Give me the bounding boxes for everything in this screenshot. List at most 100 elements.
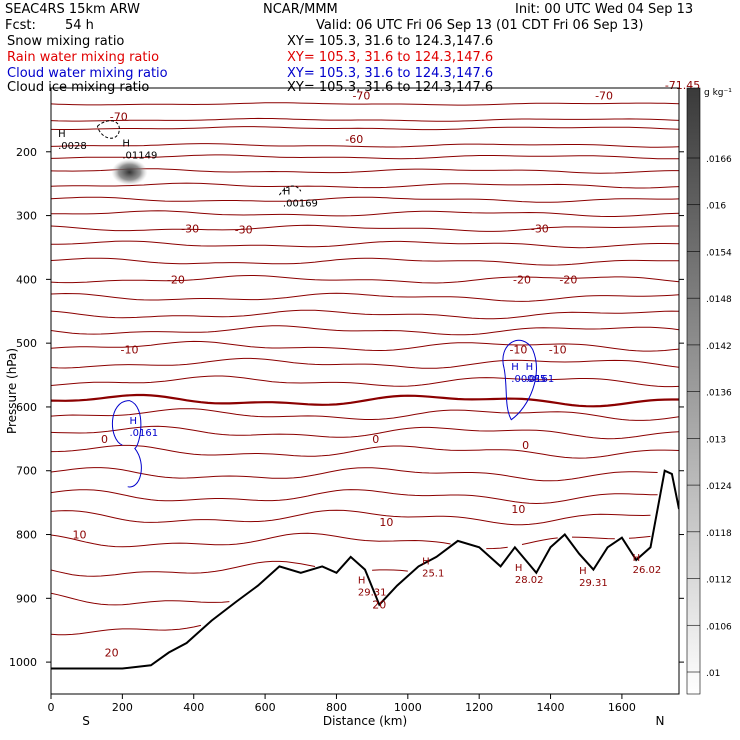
x-tick-label: 200 xyxy=(112,701,133,714)
y-tick-label: 800 xyxy=(16,529,37,542)
y-tick-label: 300 xyxy=(16,210,37,223)
model-title: SEAC4RS 15km ARW xyxy=(5,2,141,17)
north-label: N xyxy=(656,714,665,728)
high-marker: H xyxy=(422,556,430,567)
y-tick-label: 700 xyxy=(16,465,37,478)
isotherm-line xyxy=(51,210,679,217)
colorbar-label: .0136 xyxy=(706,389,732,399)
isotherm-minus-10 xyxy=(51,340,679,352)
forecast-label: Fcst: xyxy=(5,18,36,33)
colorbar-label: .0154 xyxy=(706,248,732,258)
colorbar: g kg⁻¹ .0166 .016 .0154 .0148 .0142 .0136 .013.… xyxy=(686,87,732,695)
field-cloudwater-name: Cloud water mixing ratio xyxy=(7,66,168,81)
contour-label: 0 xyxy=(372,433,379,446)
cloud-water-contour-south xyxy=(111,400,142,488)
contour-label: -60 xyxy=(345,133,363,146)
colorbar-label: .0148 xyxy=(706,295,732,305)
contour-label: -20 xyxy=(167,273,185,286)
south-label: S xyxy=(82,714,90,728)
contour-label: 10 xyxy=(379,516,393,529)
isotherm-0 xyxy=(51,393,679,408)
isotherm-minus-30 xyxy=(51,224,679,232)
colorbar-unit: g kg⁻¹ xyxy=(704,88,732,98)
high-value-label: .0161 xyxy=(130,428,159,439)
isotherm-line xyxy=(51,408,679,421)
high-value-label: .01149 xyxy=(122,151,157,162)
isotherm-line xyxy=(51,292,679,302)
colorbar-label: .0142 xyxy=(706,342,732,352)
high-value-label: .00085 xyxy=(511,374,546,385)
y-tick-label: 1000 xyxy=(9,656,37,669)
isotherm-minus-50 xyxy=(51,168,679,174)
isotherm-line xyxy=(51,309,679,320)
x-tick-label: 600 xyxy=(255,701,276,714)
isotherm-line xyxy=(51,154,679,160)
isotherm-line xyxy=(51,468,679,481)
high-value-label: 28.02 xyxy=(515,575,544,586)
contour-label: -10 xyxy=(549,344,567,357)
isotherm-line xyxy=(51,182,679,189)
plot-frame xyxy=(50,87,680,695)
y-tick-label: 500 xyxy=(16,337,37,350)
high-value-label: .0161 xyxy=(526,374,555,385)
colorbar-label: .01 xyxy=(706,669,720,679)
isotherm-line xyxy=(51,444,679,459)
contour-label: 20 xyxy=(105,647,119,660)
high-marker: H xyxy=(526,362,534,373)
high-marker: H xyxy=(358,576,366,587)
isotherm-10 xyxy=(51,490,679,504)
temperature-contours xyxy=(51,102,679,636)
field-snow-name: Snow mixing ratio xyxy=(7,34,125,49)
x-tick-label: 1400 xyxy=(537,701,565,714)
isotherm-line xyxy=(51,561,593,576)
colorbar-label: .016 xyxy=(706,202,726,212)
high-marker: H xyxy=(515,563,523,574)
colorbar-gradient xyxy=(686,87,701,695)
y-tick-label: 200 xyxy=(16,146,37,159)
colorbar-label: .0118 xyxy=(706,529,732,539)
forecast-hours: 54 h xyxy=(65,18,94,33)
field-cloudwater-xy: XY= 105.3, 31.6 to 124.3,147.6 xyxy=(287,66,494,81)
isotherm-minus-70 xyxy=(51,117,679,122)
isotherm-line xyxy=(51,425,679,440)
high-marker: H xyxy=(58,129,66,140)
terrain-line xyxy=(51,469,679,670)
high-value-label: 29.31 xyxy=(579,578,608,589)
high-value-label: .00169 xyxy=(283,198,318,209)
contour-label: -10 xyxy=(121,344,139,357)
isotherm-line xyxy=(51,624,202,636)
high-marker: H xyxy=(122,139,130,150)
x-tick-label: 0 xyxy=(48,701,55,714)
contour-label: -20 xyxy=(513,273,531,286)
init-time: Init: 00 UTC Wed 04 Sep 13 xyxy=(515,2,694,17)
snow-maximum xyxy=(111,159,148,186)
colorbar-label: .0124 xyxy=(706,482,732,492)
isotherm-minus-40 xyxy=(51,196,679,203)
high-marker: H xyxy=(511,362,519,373)
x-tick-label: 1600 xyxy=(608,701,636,714)
contour-label: -30 xyxy=(181,222,199,235)
high-marker: H xyxy=(130,416,138,427)
colorbar-label: .013 xyxy=(706,435,726,445)
high-value-label: 26.02 xyxy=(633,565,662,576)
cloud-ice-contour xyxy=(96,120,120,139)
field-snow-xy: XY= 105.3, 31.6 to 124.3,147.6 xyxy=(287,34,494,49)
high-marker: H xyxy=(633,553,641,564)
high-value-label: 25.1 xyxy=(422,568,444,579)
isotherm-line xyxy=(51,509,651,526)
field-rain-name: Rain water mixing ratio xyxy=(7,50,160,65)
isotherm-line xyxy=(51,126,679,131)
field-rain-xy: XY= 105.3, 31.6 to 124.3,147.6 xyxy=(287,50,494,65)
colorbar-label: .0112 xyxy=(706,576,732,586)
contour-label: 10 xyxy=(511,503,525,516)
x-tick-label: 1200 xyxy=(465,701,493,714)
cloud-ice-contour-2 xyxy=(278,185,302,196)
isotherm-line xyxy=(51,102,679,106)
isotherm-line xyxy=(51,257,679,266)
valid-time: Valid: 06 UTC Fri 06 Sep 13 (01 CDT Fri … xyxy=(316,18,644,33)
isotherm-20 xyxy=(51,593,379,605)
x-tick-label: 400 xyxy=(183,701,204,714)
contour-labels: -70-70 -70-71.45-60-30 -30 -30-20 -20 -20-10-… xyxy=(58,79,700,660)
cloud-water-contour-north xyxy=(502,339,537,421)
